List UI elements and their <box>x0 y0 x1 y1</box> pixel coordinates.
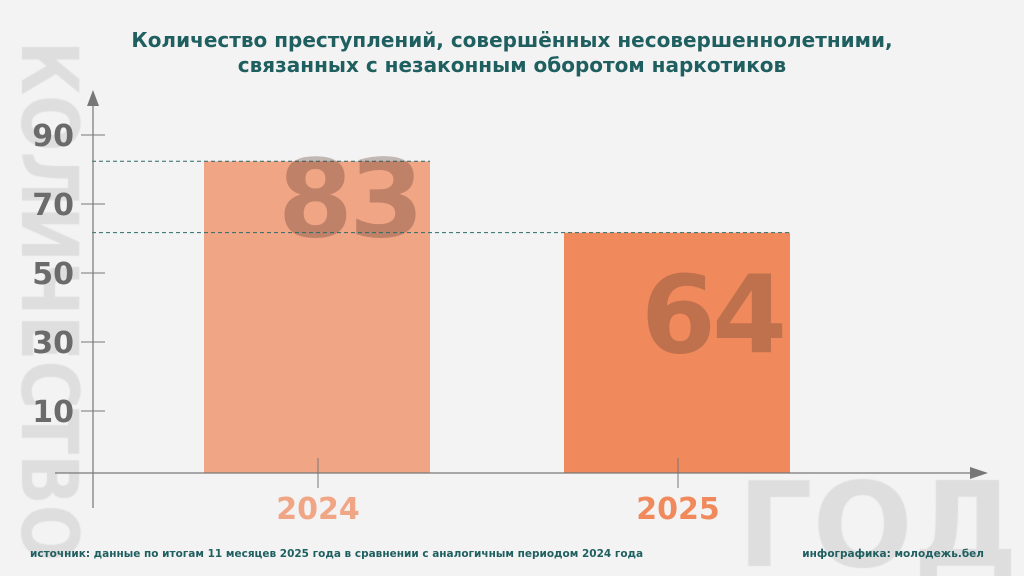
chart-title: Количество преступлений, совершённых нес… <box>0 28 1024 78</box>
x-tick-label: 2025 <box>636 492 720 527</box>
source-note: источник: данные по итогам 11 месяцев 20… <box>30 548 644 560</box>
bar-2025 <box>564 232 790 473</box>
y-tick-label: 70 <box>32 188 74 223</box>
y-tick-label: 90 <box>32 119 74 154</box>
data-label: 83 <box>278 137 420 262</box>
x-axis-arrow-icon <box>970 467 988 479</box>
title-line-1: Количество преступлений, совершённых нес… <box>131 28 893 52</box>
y-tick-label: 30 <box>32 326 74 361</box>
y-axis-arrow-icon <box>87 90 99 106</box>
y-tick-label: 50 <box>32 257 74 292</box>
x-tick-label: 2024 <box>276 492 360 527</box>
y-tick-label: 10 <box>32 395 74 430</box>
credit-note: инфографика: молодежь.бел <box>802 548 984 560</box>
bar-2024 <box>204 161 430 474</box>
title-line-2: связанных с незаконным оборотом наркотик… <box>237 53 787 77</box>
data-label: 64 <box>641 254 783 379</box>
